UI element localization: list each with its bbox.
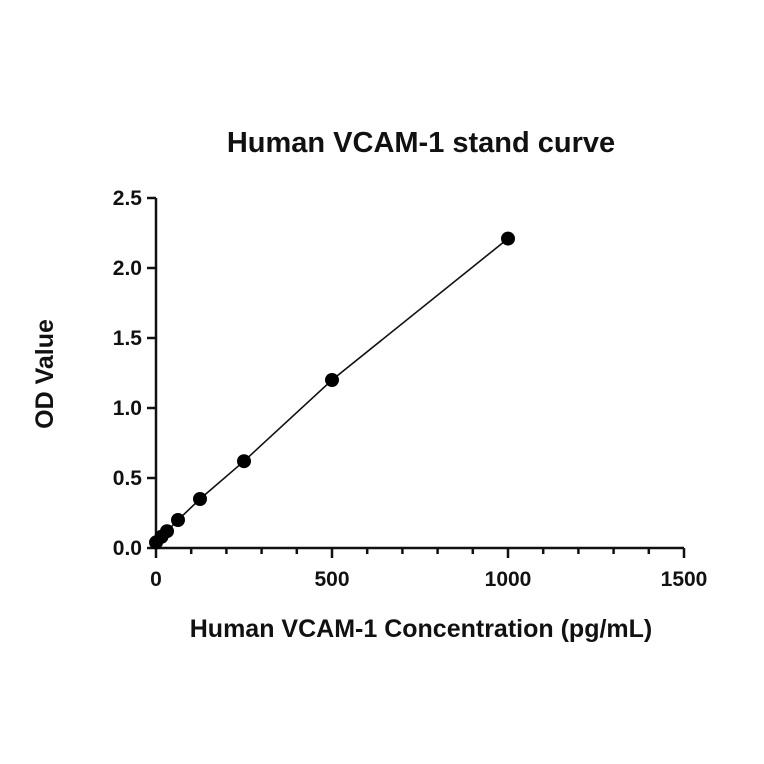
y-axis-label: OD Value: [31, 319, 59, 429]
plot-area: [149, 231, 515, 550]
y-tick-label: 1.0: [113, 397, 142, 420]
data-point: [237, 454, 251, 469]
y-tick-label: 2.5: [113, 187, 143, 210]
x-tick-label: 500: [314, 568, 349, 591]
data-point: [501, 231, 515, 246]
y-tick-label: 0.0: [113, 537, 142, 560]
data-point: [160, 524, 174, 539]
data-point: [193, 492, 207, 506]
x-axis: 0 500 1000 1500: [150, 546, 707, 591]
x-axis-label: Human VCAM-1 Concentration (pg/mL): [190, 615, 653, 643]
y-axis: 0.0 0.5 1.0 1.5 2.0 2.5: [113, 187, 158, 560]
chart-title: Human VCAM-1 stand curve: [227, 127, 615, 159]
fit-line: [155, 237, 509, 543]
x-tick-label: 1500: [661, 568, 708, 591]
data-points: [149, 231, 515, 550]
x-tick-label: 0: [150, 568, 162, 591]
y-tick-label: 1.5: [113, 327, 143, 350]
y-tick-label: 0.5: [113, 467, 143, 490]
x-ticks: 0 500 1000 1500: [150, 548, 707, 591]
data-point: [171, 513, 185, 527]
y-ticks: 0.0 0.5 1.0 1.5 2.0 2.5: [113, 187, 156, 560]
y-tick-label: 2.0: [113, 257, 142, 280]
x-tick-label: 1000: [485, 568, 532, 591]
data-point: [325, 373, 339, 387]
